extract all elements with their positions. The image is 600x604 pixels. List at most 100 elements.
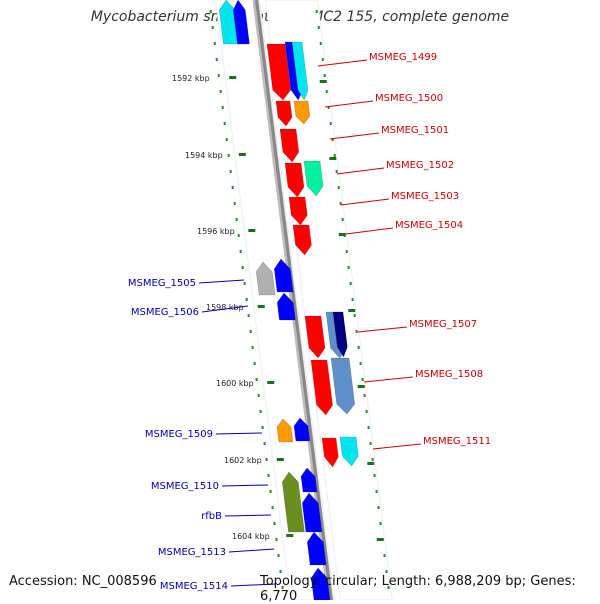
accession-text: Accession: NC_008596 [9, 574, 157, 589]
ruler-dot-left [213, 42, 216, 45]
ruler-tick [238, 153, 246, 156]
ruler-dot-left [219, 90, 222, 93]
ruler-dot-left [211, 26, 214, 29]
ruler-dot-left [241, 266, 244, 269]
leader-line [224, 514, 272, 517]
ruler-label: 1596 kbp [197, 227, 235, 236]
gene-arrow-msmeg-1507-red[interactable] [304, 315, 326, 359]
gene-arrow-msmeg-1501[interactable] [279, 128, 300, 163]
ruler-dot-left [273, 522, 276, 525]
gene-label-forward[interactable]: MSMEG_1502 [386, 160, 454, 171]
ruler-dot-right [317, 26, 320, 29]
gene-label-reverse[interactable]: MSMEG_1509 [145, 429, 213, 440]
ruler-dot-right [383, 554, 386, 557]
leader-line [357, 326, 408, 333]
ruler-dot-left [281, 586, 284, 589]
leader-line [230, 583, 277, 587]
gene-arrow-msmeg-1513[interactable] [306, 531, 327, 566]
gene-block-orange[interactable] [293, 100, 311, 125]
leader-line [336, 167, 385, 175]
ruler-label: 1598 kbp [206, 303, 244, 312]
gene-arrow-msmeg-1514[interactable] [310, 567, 331, 600]
gene-block-cyan-2[interactable] [339, 436, 359, 467]
ruler-label: 1600 kbp [216, 379, 254, 388]
gene-arrow-msmeg-1508[interactable] [310, 359, 333, 416]
gene-arrow-msmeg-1500[interactable] [275, 100, 293, 127]
gene-arrow-msmeg-1503[interactable] [288, 196, 308, 226]
ruler-tick [276, 458, 284, 461]
ruler-dot-right [387, 586, 390, 589]
ruler-dot-left [237, 234, 240, 237]
gene-arrow-msmeg-1506[interactable] [276, 292, 296, 321]
ruler-dot-left [277, 554, 280, 557]
ruler-dot-right [337, 186, 340, 189]
gene-label-forward[interactable]: MSMEG_1507 [409, 319, 477, 330]
ruler-tick [348, 309, 356, 312]
gene-arrow-msmeg-1502[interactable] [284, 162, 305, 198]
ruler-dot-left [239, 250, 242, 253]
backbone-line [255, 0, 333, 600]
ruler-dot-left [215, 58, 218, 61]
gene-block-cyan[interactable] [291, 41, 309, 101]
gene-arrow-msmeg-1499-red[interactable] [266, 43, 292, 101]
gene-label-forward[interactable]: MSMEG_1501 [381, 125, 449, 136]
gene-label-forward[interactable]: MSMEG_1503 [391, 191, 459, 202]
ruler-dot-right [355, 330, 358, 333]
gene-label-forward[interactable]: MSMEG_1511 [423, 436, 491, 447]
gene-label-reverse[interactable]: MSMEG_1510 [151, 481, 219, 492]
gene-block-steel[interactable] [330, 357, 356, 415]
ruler-dot-right [353, 314, 356, 317]
gene-block-navy[interactable] [332, 311, 348, 358]
gene-label-forward[interactable]: MSMEG_1500 [375, 93, 443, 104]
gene-arrow-blue-top[interactable] [232, 0, 250, 45]
gene-label-reverse[interactable]: rfbB [201, 511, 222, 522]
gene-label-reverse[interactable]: MSMEG_1514 [160, 581, 228, 592]
ruler-label: 1602 kbp [224, 456, 262, 465]
ruler-dot-right [329, 122, 332, 125]
ruler-dot-left [271, 506, 274, 509]
ruler-dot-left [221, 106, 224, 109]
gene-block-grey[interactable] [255, 261, 276, 296]
ruler-dot-left [255, 378, 258, 381]
ruler-dot-right [335, 170, 338, 173]
reverse-track-band [215, 0, 335, 600]
leader-line [215, 432, 263, 435]
ruler-dot-left [217, 74, 220, 77]
ruler-dot-right [369, 442, 372, 445]
gene-arrow-msmeg-1505[interactable] [273, 258, 294, 293]
gene-arrow-msmeg-1511[interactable] [321, 437, 339, 468]
gene-block-teal[interactable] [303, 160, 324, 197]
gene-label-reverse[interactable]: MSMEG_1506 [131, 307, 199, 318]
gene-label-forward[interactable]: MSMEG_1499 [369, 52, 437, 63]
ruler-dot-left [275, 538, 278, 541]
gene-arrow-rfbb[interactable] [301, 492, 323, 533]
ruler-dot-right [315, 10, 318, 13]
ruler-dot-left [253, 362, 256, 365]
ruler-dot-right [365, 410, 368, 413]
ruler-label: 1592 kbp [172, 74, 210, 83]
gene-label-reverse[interactable]: MSMEG_1513 [158, 547, 226, 558]
gene-arrow-msmeg-1510[interactable] [300, 467, 318, 493]
ruler-dot-right [339, 202, 342, 205]
ruler-dot-right [321, 58, 324, 61]
ruler-dot-right [341, 218, 344, 221]
gene-label-forward[interactable]: MSMEG_1508 [415, 369, 483, 380]
leader-line [198, 279, 245, 284]
ruler-tick [286, 534, 294, 537]
gene-block-orange-2[interactable] [276, 418, 294, 443]
gene-block-olive[interactable] [281, 471, 305, 533]
ruler-dot-left [247, 314, 250, 317]
gene-label-forward[interactable]: MSMEG_1504 [395, 220, 463, 231]
ruler-tick [338, 233, 346, 236]
ruler-dot-right [333, 154, 336, 157]
ruler-dot-left [263, 442, 266, 445]
ruler-dot-right [325, 90, 328, 93]
ruler-dot-left [265, 458, 268, 461]
leader-line [228, 548, 275, 553]
gene-label-reverse[interactable]: MSMEG_1505 [128, 278, 196, 289]
gene-arrow-msmeg-1504[interactable] [292, 224, 312, 256]
ruler-label: 1604 kbp [232, 532, 270, 541]
ruler-dot-left [259, 410, 262, 413]
gene-arrow-msmeg-1509[interactable] [293, 417, 311, 442]
